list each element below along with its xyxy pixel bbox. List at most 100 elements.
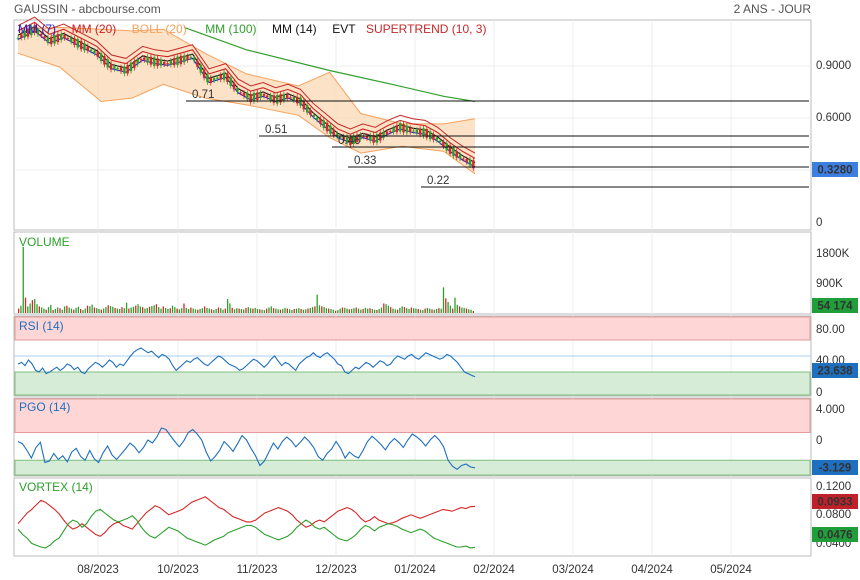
volume-bar [330,308,332,313]
volume-bar [93,307,96,313]
candle-body [79,40,83,50]
volume-bar [220,308,222,313]
vortex-minus-last-value-bg [812,494,858,509]
candle-body [163,61,166,65]
volume-bar [302,309,305,313]
volume-bar [472,311,475,313]
candle-body [305,105,309,113]
vortex-tick-label: 0.0800 [816,509,851,521]
candle-body [302,100,306,110]
volume-bar [192,308,194,313]
volume-bar [128,308,130,313]
candle-body [369,135,372,141]
price-tick-label: 0.6000 [816,112,851,124]
candle-body [262,94,266,96]
volume-bar [176,308,178,313]
volume-bar [59,308,61,313]
volume-bar [383,303,385,313]
volume-bar [458,306,461,313]
volume-bar [410,307,412,313]
volume-bar [309,307,311,313]
volume-bar [298,308,300,313]
volume-bar [213,310,215,313]
candle-body [189,56,193,58]
volume-bar [199,308,201,313]
volume-bar [261,309,263,313]
volume-bar [119,308,121,313]
volume-bar [295,308,298,313]
x-tick-label: 08/2023 [77,564,119,576]
volume-bar [279,309,282,313]
volume-bar [406,308,408,313]
candle-body [375,134,379,143]
pgo-last-value-bg [812,460,858,475]
candle-body [46,37,50,43]
volume-bar [47,307,50,313]
candle-body [66,38,70,40]
level-label: 0.22 [427,175,449,187]
legend-item: BOLL (20) [132,22,187,36]
volume-bar [178,309,181,313]
volume-bar [151,306,153,313]
volume-bar [61,309,63,313]
vortex-plus-line [17,508,476,549]
volume-bar [40,307,43,313]
volume-bar [282,308,284,313]
candle-body [325,122,329,132]
volume-bar [268,307,270,313]
candle-body [199,64,202,73]
candle-body [468,159,472,166]
candle-body [382,131,385,138]
pgo-overbought-zone [14,398,811,433]
candle-body [136,59,139,65]
volume-bar [433,309,435,313]
volume-bar [254,307,256,313]
price-tick-label: 0 [816,217,822,229]
volume-bar [431,309,433,313]
volume-bar [380,307,383,313]
volume-bar [426,307,429,313]
volume-bar [224,308,226,313]
volume-bar [252,308,254,313]
volume-bar [123,308,125,313]
candle-body [76,39,80,48]
candle-body [399,123,402,132]
candle-body [156,58,159,67]
volume-bar [266,308,268,313]
volume-bar [422,310,424,313]
volume-bar [245,307,247,313]
volume-bar [130,307,132,313]
volume-bar [137,304,139,313]
candle-body [402,124,405,133]
rsi-tick-label: 80.00 [816,324,845,336]
volume-bar [399,307,401,313]
bollinger-lower-line [17,52,476,175]
volume-bar [385,304,387,313]
volume-bar [337,310,339,313]
volume-bar [86,305,89,313]
y-axis: 0.90000.60000.300001800K900K80.0040.0004… [812,60,858,550]
candle-body [196,60,199,67]
candle-body [342,136,345,141]
candle-body [286,94,289,99]
volume-bar [125,302,128,313]
pgo-tick-label: 0 [816,435,822,447]
candle-body [206,74,209,83]
volume-bar [288,309,291,313]
legend-item: MM (20) [72,22,117,36]
rsi-last-value-bg [812,363,858,378]
volume-bar [43,308,45,313]
volume-bar [190,307,192,313]
volume-bar [187,308,190,313]
volume-bar [226,299,229,313]
candle-body [236,88,239,92]
candle-body [442,141,445,147]
volume-bar [275,308,277,313]
volume-bar [247,307,249,313]
rsi-panel: RSI (14) [14,316,811,396]
pgo-title: PGO (14) [19,400,70,414]
candle-body [209,77,212,84]
candle-body [372,135,375,143]
candle-body [159,59,163,66]
volume-bar [29,303,31,313]
